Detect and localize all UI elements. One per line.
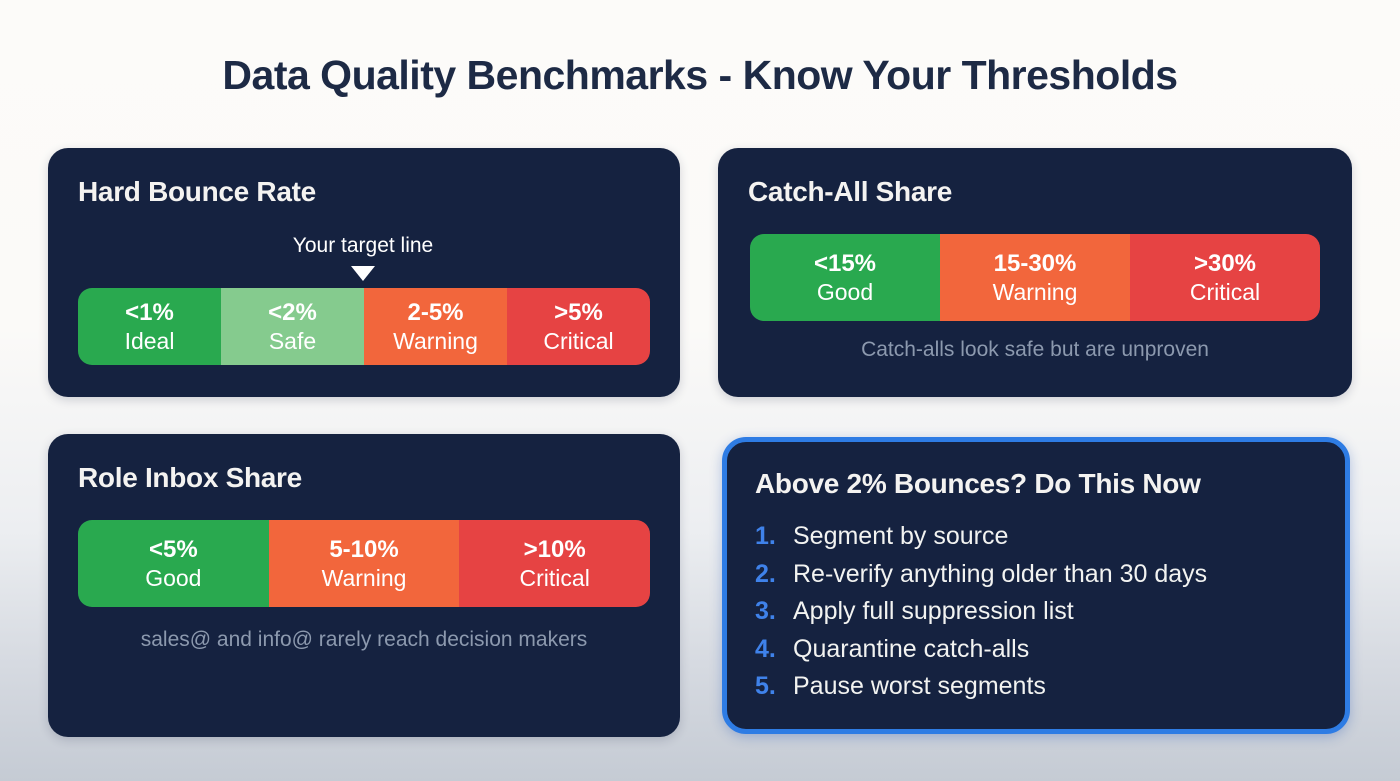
list-item: 4. Quarantine catch-alls [755, 635, 1325, 673]
target-line-label: Your target line [292, 234, 434, 257]
segment-value: 2-5% [407, 298, 464, 326]
card-role-inbox-share: Role Inbox Share <5% Good 5-10% Warning … [48, 434, 680, 737]
threshold-segment: >10% Critical [459, 520, 650, 607]
threshold-bar: <1% Ideal <2% Safe 2-5% Warning >5% Crit… [78, 288, 650, 365]
threshold-bar: <5% Good 5-10% Warning >10% Critical [78, 520, 650, 607]
segment-label: Critical [519, 564, 590, 591]
threshold-segment: 5-10% Warning [268, 520, 460, 607]
card-title: Above 2% Bounces? Do This Now [755, 468, 1201, 499]
threshold-segment: <1% Ideal [78, 288, 221, 365]
list-item-text: Quarantine catch-alls [793, 634, 1030, 663]
segment-label: Safe [268, 327, 317, 354]
threshold-segment: 15-30% Warning [940, 234, 1130, 321]
page-title: Data Quality Benchmarks - Know Your Thre… [222, 52, 1178, 98]
threshold-segment: >5% Critical [507, 288, 650, 365]
list-item-number: 1. [755, 522, 776, 550]
card-caption: Catch-alls look safe but are unproven [861, 338, 1209, 361]
segment-label: Good [816, 278, 874, 305]
segment-label: Warning [393, 327, 478, 354]
list-item-number: 4. [755, 634, 776, 663]
segment-value: 15-30% [993, 249, 1077, 277]
segment-label: Good [145, 564, 202, 591]
list-item-text: Segment by source [793, 522, 1009, 550]
segment-label: Critical [543, 327, 614, 354]
target-marker-triangle-icon [351, 266, 375, 281]
segment-value: 5-10% [329, 535, 399, 563]
list-item: 1. Segment by source [755, 522, 1325, 560]
segment-label: Critical [1189, 278, 1261, 305]
list-item-text: Re-verify anything older than 30 days [793, 559, 1208, 588]
threshold-bar: <15% Good 15-30% Warning >30% Critical [750, 234, 1320, 321]
card-action-checklist: Above 2% Bounces? Do This Now 1. Segment… [722, 437, 1350, 734]
threshold-segment: 2-5% Warning [364, 288, 507, 365]
segment-value: >30% [1193, 249, 1257, 277]
card-title: Catch-All Share [748, 176, 952, 207]
list-item: 3. Apply full suppression list [755, 597, 1325, 635]
list-item-number: 3. [755, 597, 776, 625]
card-title: Hard Bounce Rate [78, 176, 316, 207]
segment-value: <2% [268, 298, 317, 326]
list-item-number: 2. [755, 559, 776, 588]
segment-value: <15% [813, 249, 877, 277]
list-item-text: Pause worst segments [793, 672, 1046, 700]
segment-label: Ideal [124, 327, 175, 354]
list-item: 2. Re-verify anything older than 30 days [755, 560, 1325, 598]
threshold-segment: <5% Good [78, 520, 269, 607]
card-title: Role Inbox Share [78, 462, 302, 493]
threshold-segment: <15% Good [750, 234, 940, 321]
segment-label: Warning [992, 278, 1078, 305]
segment-label: Warning [321, 564, 407, 591]
segment-value: <5% [148, 535, 198, 563]
card-caption: sales@ and info@ rarely reach decision m… [140, 628, 588, 651]
list-item-number: 5. [755, 672, 776, 700]
card-catch-all-share: Catch-All Share <15% Good 15-30% Warning… [718, 148, 1352, 397]
list-item: 5. Pause worst segments [755, 672, 1325, 710]
list-item-text: Apply full suppression list [793, 597, 1074, 625]
segment-value: >5% [554, 298, 603, 326]
segment-value: >10% [523, 535, 586, 563]
segment-value: <1% [125, 298, 174, 326]
action-list: 1. Segment by source 2. Re-verify anythi… [755, 522, 1325, 710]
threshold-segment: <2% Safe [221, 288, 364, 365]
card-hard-bounce-rate: Hard Bounce Rate Your target line <1% Id… [48, 148, 680, 397]
threshold-segment: >30% Critical [1130, 234, 1320, 321]
